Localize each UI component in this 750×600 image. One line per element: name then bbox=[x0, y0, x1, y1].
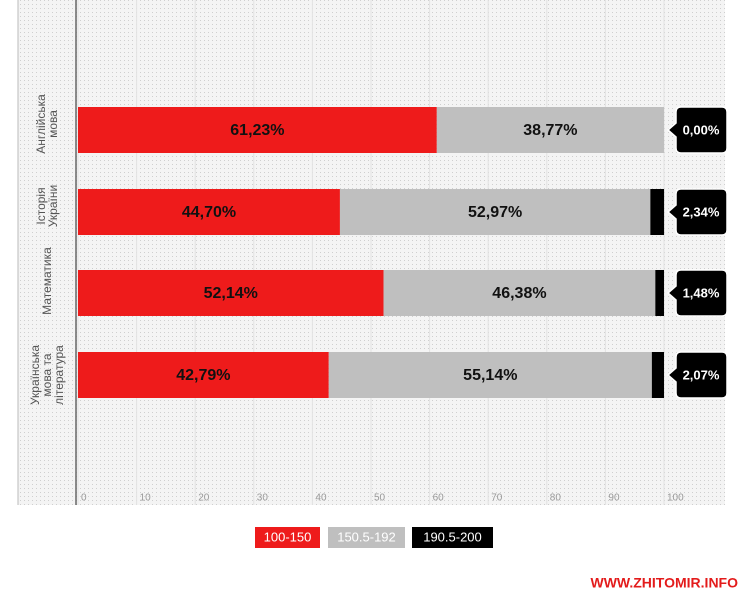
x-tick-label: 80 bbox=[550, 493, 562, 504]
category-label: Англійська мова bbox=[34, 94, 60, 154]
x-tick-label: 60 bbox=[433, 493, 445, 504]
value-label: 0,00% bbox=[683, 122, 720, 137]
value-label: 52,97% bbox=[468, 204, 522, 221]
x-tick-label: 90 bbox=[608, 493, 620, 504]
value-label: 61,23% bbox=[230, 122, 284, 139]
x-tick-label: 40 bbox=[315, 493, 327, 504]
x-tick-label: 20 bbox=[198, 493, 210, 504]
category-label: Українська мова та література bbox=[28, 344, 66, 406]
legend-label: 190.5-200 bbox=[423, 529, 482, 544]
bar-segment bbox=[655, 270, 664, 316]
legend-swatch bbox=[255, 527, 320, 548]
bar-segment bbox=[650, 189, 665, 235]
value-label: 2,34% bbox=[683, 204, 720, 219]
value-label: 46,38% bbox=[492, 285, 546, 302]
value-label: 44,70% bbox=[182, 204, 236, 221]
value-label: 55,14% bbox=[463, 367, 517, 384]
legend-swatch bbox=[412, 527, 493, 548]
callout bbox=[666, 269, 728, 317]
x-tick-label: 100 bbox=[667, 493, 684, 504]
watermark: WWW.ZHITOMIR.INFO bbox=[591, 575, 739, 591]
value-label: 42,79% bbox=[176, 367, 230, 384]
bar-segment bbox=[651, 352, 664, 398]
bar-segment bbox=[78, 107, 437, 153]
bar-segment bbox=[78, 352, 329, 398]
category-label: Історія України bbox=[34, 184, 60, 228]
category-label: Математика bbox=[40, 247, 54, 315]
legend-swatch bbox=[328, 527, 405, 548]
x-tick-label: 70 bbox=[491, 493, 503, 504]
legend-label: 150.5-192 bbox=[337, 529, 396, 544]
callout bbox=[666, 106, 728, 154]
callout bbox=[666, 351, 728, 399]
value-label: 38,77% bbox=[523, 122, 577, 139]
bar-segment bbox=[78, 189, 340, 235]
bar-segment bbox=[328, 352, 652, 398]
x-tick-label: 30 bbox=[257, 493, 269, 504]
x-tick-label: 10 bbox=[140, 493, 152, 504]
legend-label: 100-150 bbox=[264, 529, 312, 544]
value-label: 2,07% bbox=[683, 367, 720, 382]
x-tick-label: 50 bbox=[374, 493, 386, 504]
bar-segment bbox=[339, 189, 651, 235]
bar-segment bbox=[383, 270, 656, 316]
bar-segment bbox=[436, 107, 664, 153]
x-tick-label: 0 bbox=[81, 493, 87, 504]
callout bbox=[666, 188, 728, 236]
value-label: 1,48% bbox=[683, 285, 720, 300]
value-label: 52,14% bbox=[204, 285, 258, 302]
bar-segment bbox=[78, 270, 384, 316]
